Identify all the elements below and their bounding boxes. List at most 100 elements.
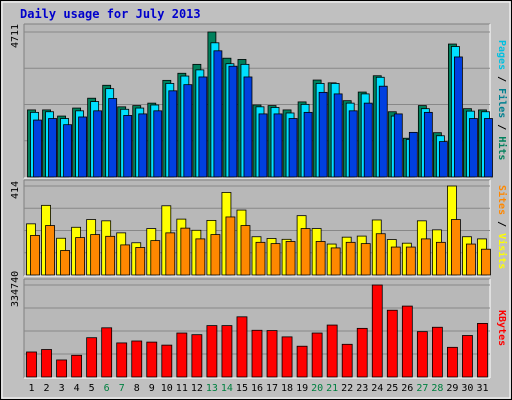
bar-kbytes-day-14	[221, 325, 233, 378]
series-legend: Pages / Files / Hits	[496, 40, 507, 160]
day-label-14: 14	[220, 383, 233, 394]
bar-sites-day-29	[451, 219, 461, 276]
day-label-21: 21	[326, 383, 339, 394]
bar-sites-day-16	[255, 241, 266, 276]
bar-kbytes-day-24	[371, 284, 383, 378]
bar-kbytes-day-22	[341, 343, 353, 378]
legend-visits: Visits	[496, 233, 507, 270]
bar-pages-day-20	[318, 91, 328, 178]
legend-sites: Sites	[496, 185, 507, 216]
bar-kbytes-day-18	[281, 336, 293, 378]
bar-pages-day-30	[469, 118, 478, 178]
day-label-10: 10	[160, 383, 173, 394]
bar-kbytes-day-21	[326, 324, 338, 378]
chart-panels	[23, 23, 493, 379]
y-max-label: 4711	[10, 24, 21, 49]
bar-kbytes-day-27	[416, 331, 428, 378]
bar-kbytes-day-6	[101, 327, 113, 378]
bar-kbytes-day-13	[206, 325, 218, 378]
bar-pages-day-19	[303, 111, 313, 178]
legend-pages: Pages	[496, 40, 507, 71]
bar-pages-day-26	[408, 131, 418, 178]
day-label-19: 19	[296, 383, 309, 394]
bar-pages-day-6	[108, 98, 118, 178]
bar-sites-day-11	[180, 227, 191, 276]
day-label-2: 2	[43, 383, 50, 394]
legend-kbytes: KBytes	[496, 310, 507, 347]
bar-pages-day-28	[438, 141, 448, 178]
day-label-4: 4	[73, 383, 80, 394]
bar-pages-day-1	[33, 119, 42, 178]
bar-kbytes-day-4	[71, 354, 83, 378]
bar-kbytes-day-30	[462, 335, 473, 378]
bar-kbytes-day-8	[131, 340, 143, 378]
bar-sites-day-7	[120, 244, 131, 276]
legend-separator: /	[496, 118, 507, 137]
bar-pages-day-8	[138, 113, 148, 178]
day-label-6: 6	[103, 383, 110, 394]
bar-pages-day-7	[123, 115, 133, 178]
bar-pages-day-31	[484, 118, 493, 178]
bar-pages-day-21	[333, 93, 343, 178]
bar-sites-day-26	[405, 246, 416, 276]
day-label-3: 3	[58, 383, 65, 394]
bar-kbytes-day-31	[477, 323, 488, 378]
day-label-27: 27	[416, 383, 429, 394]
bar-kbytes-day-16	[251, 329, 263, 378]
bar-pages-day-14	[228, 65, 238, 178]
day-label-31: 31	[476, 383, 489, 394]
bar-sites-day-6	[105, 235, 116, 276]
bar-pages-day-13	[213, 50, 223, 178]
bar-sites-day-9	[150, 240, 161, 276]
bar-kbytes-day-1	[26, 351, 37, 378]
day-label-7: 7	[118, 383, 125, 394]
bar-pages-day-15	[243, 76, 253, 178]
bar-sites-day-4	[75, 237, 86, 276]
bar-sites-day-31	[481, 248, 491, 276]
bar-pages-day-5	[93, 110, 103, 178]
day-label-8: 8	[133, 383, 140, 394]
bar-kbytes-day-29	[447, 346, 458, 378]
bar-kbytes-day-28	[431, 326, 443, 378]
bar-sites-day-28	[435, 241, 446, 276]
y-max-label: 334740	[10, 271, 21, 308]
day-label-11: 11	[175, 383, 188, 394]
bar-pages-day-4	[78, 116, 88, 178]
bar-pages-day-9	[153, 110, 163, 178]
legend-separator: /	[496, 215, 507, 234]
bar-sites-day-17	[270, 243, 281, 276]
day-label-9: 9	[148, 383, 155, 394]
bar-sites-day-20	[315, 241, 326, 276]
bar-sites-day-30	[466, 243, 476, 276]
bar-kbytes-day-20	[311, 332, 323, 378]
day-label-13: 13	[205, 383, 218, 394]
bar-pages-day-17	[273, 113, 283, 178]
bar-kbytes-day-10	[161, 344, 173, 378]
day-label-23: 23	[356, 383, 369, 394]
series-legend: KBytes	[496, 310, 507, 346]
bar-kbytes-day-2	[41, 349, 52, 378]
bar-kbytes-day-11	[176, 332, 188, 378]
bar-kbytes-day-26	[401, 305, 413, 378]
bar-pages-day-24	[378, 85, 388, 178]
bar-sites-day-1	[30, 235, 40, 276]
day-label-5: 5	[88, 383, 95, 394]
bar-sites-day-13	[210, 234, 221, 276]
bar-pages-day-16	[258, 113, 268, 178]
day-label-24: 24	[371, 383, 384, 394]
day-label-18: 18	[281, 383, 294, 394]
day-label-1: 1	[28, 383, 35, 394]
bar-pages-day-12	[198, 76, 208, 178]
bar-kbytes-day-17	[266, 330, 278, 378]
bar-kbytes-day-9	[146, 341, 158, 378]
bar-sites-day-12	[195, 238, 206, 276]
day-label-16: 16	[250, 383, 264, 394]
bar-kbytes-day-5	[86, 337, 98, 378]
day-label-29: 29	[446, 383, 459, 394]
bar-sites-day-24	[375, 233, 386, 276]
bar-sites-day-10	[165, 232, 176, 276]
y-max-label: 414	[10, 181, 21, 200]
bar-pages-day-10	[168, 90, 178, 178]
day-label-28: 28	[431, 383, 444, 394]
bar-sites-day-25	[390, 246, 401, 276]
